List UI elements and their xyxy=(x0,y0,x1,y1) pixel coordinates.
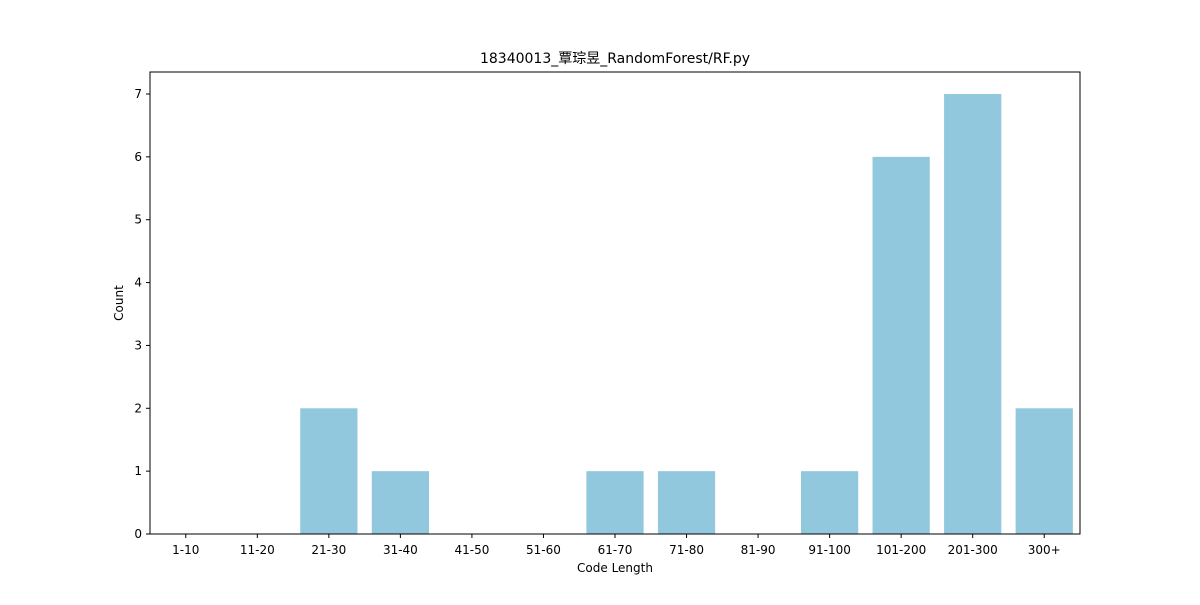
x-tick-label: 71-80 xyxy=(669,543,704,557)
x-axis-ticks: 1-10 11-20 21-30 31-40 41-50 51-60 61-70 71-80 8… xyxy=(172,534,1061,557)
x-tick-label: 300+ xyxy=(1028,543,1061,557)
y-tick-label: 3 xyxy=(134,338,142,352)
x-tick-label: 201-300 xyxy=(948,543,998,557)
y-axis-ticks: 0 1 2 3 4 5 6 7 xyxy=(134,87,150,541)
y-tick-label: 6 xyxy=(134,150,142,164)
bar-21-30 xyxy=(300,408,358,534)
x-tick-label: 31-40 xyxy=(383,543,418,557)
x-tick-label: 51-60 xyxy=(526,543,561,557)
bars-group xyxy=(300,94,1073,534)
x-tick-label: 11-20 xyxy=(240,543,275,557)
chart-title: 18340013_覃琮昱_RandomForest/RF.py xyxy=(480,51,750,67)
bar-61-70 xyxy=(586,471,644,534)
plot-frame xyxy=(149,71,1081,535)
y-tick-label: 5 xyxy=(134,213,142,227)
bar-71-80 xyxy=(657,471,716,534)
x-tick-label: 41-50 xyxy=(454,543,489,557)
x-tick-label: 81-90 xyxy=(741,543,776,557)
x-tick-label: 1-10 xyxy=(172,543,199,557)
y-tick-label: 0 xyxy=(134,527,142,541)
bar-31-40 xyxy=(371,471,429,534)
x-tick-label: 61-70 xyxy=(598,543,633,557)
y-tick-label: 4 xyxy=(134,276,142,290)
x-tick-label: 91-100 xyxy=(808,543,851,557)
x-tick-label: 21-30 xyxy=(311,543,346,557)
bar-201-300 xyxy=(944,94,1002,534)
y-tick-label: 2 xyxy=(134,401,142,415)
y-axis-label: Count xyxy=(112,285,126,321)
bar-91-100 xyxy=(801,471,859,534)
bar-300+ xyxy=(1015,408,1073,534)
x-tick-label: 101-200 xyxy=(876,543,926,557)
y-tick-label: 7 xyxy=(134,87,142,101)
x-axis-label: Code Length xyxy=(577,561,653,575)
y-tick-label: 1 xyxy=(134,464,142,478)
bar-101-200 xyxy=(872,156,930,534)
